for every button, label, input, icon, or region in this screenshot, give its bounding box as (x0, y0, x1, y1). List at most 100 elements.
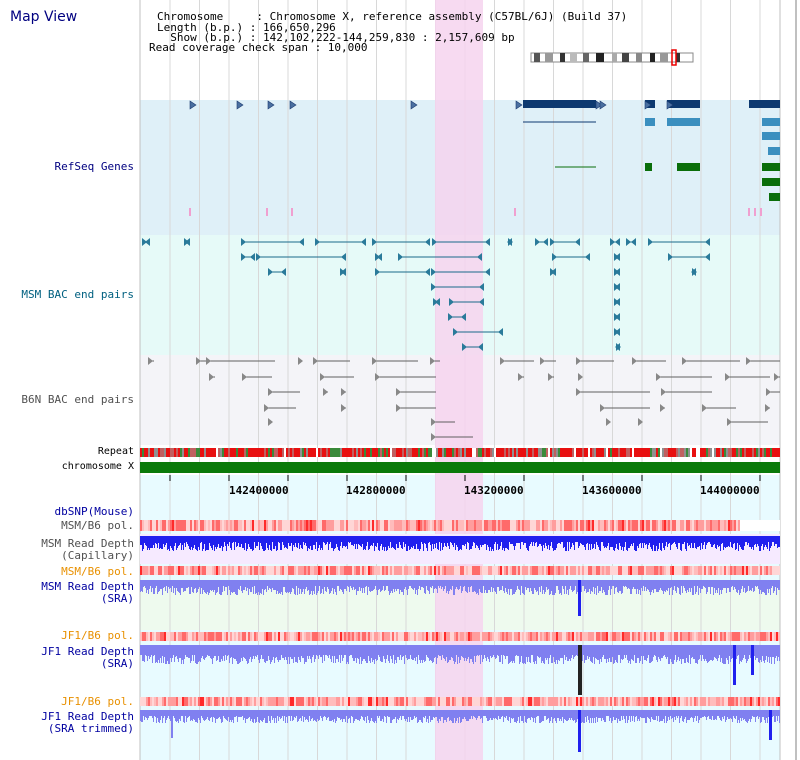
depth-bar (435, 710, 436, 717)
track-label-msm-b6-pol-1[interactable]: MSM/B6 pol. (61, 519, 134, 532)
depth-bar (726, 536, 727, 547)
pol-strip (636, 520, 638, 531)
track-label-b6n-bac[interactable]: B6N BAC end pairs (21, 393, 134, 406)
depth-bar (633, 580, 634, 587)
pol-strip (434, 520, 436, 531)
pol-strip (676, 697, 678, 706)
pol-strip (640, 697, 642, 706)
depth-bar (598, 710, 599, 718)
pol-strip (442, 632, 444, 641)
repeat-segment (280, 448, 282, 457)
depth-bar (762, 710, 763, 717)
depth-bar (767, 580, 768, 589)
bac-end (702, 404, 707, 412)
depth-bar (763, 710, 764, 717)
pol-strip (628, 566, 630, 575)
depth-bar (288, 536, 289, 543)
pol-strip (588, 566, 590, 575)
depth-bar (409, 710, 410, 722)
track-label-msm-depth-cap[interactable]: MSM Read Depth (41, 537, 134, 550)
depth-bar (353, 710, 354, 723)
pol-strip (202, 566, 204, 575)
track-label-refseq[interactable]: RefSeq Genes (54, 160, 134, 173)
pol-strip (282, 697, 284, 706)
depth-bar (370, 645, 371, 663)
repeat-segment (232, 448, 234, 457)
depth-bar (534, 536, 535, 546)
track-label-jf1-b6-pol-2[interactable]: JF1/B6 pol. (61, 695, 134, 708)
depth-bar (663, 580, 664, 594)
pol-strip (644, 632, 646, 641)
depth-bar (684, 536, 685, 542)
track-label-jf1-depth-sra[interactable]: JF1 Read Depth (41, 645, 134, 658)
depth-bar (657, 536, 658, 551)
depth-bar (387, 710, 388, 716)
depth-bar (576, 536, 577, 542)
pol-strip (592, 632, 594, 641)
gene-feature (645, 118, 655, 126)
pol-strip (250, 697, 252, 706)
depth-bar (757, 645, 758, 658)
depth-bar (171, 536, 172, 548)
depth-bar (182, 710, 183, 716)
pol-strip (660, 566, 662, 575)
depth-bar (365, 536, 366, 550)
repeat-segment (304, 448, 306, 457)
depth-bar (595, 580, 596, 588)
repeat-segment (452, 448, 454, 457)
depth-bar (560, 710, 561, 719)
depth-bar (614, 536, 615, 551)
track-label-msm-b6-pol-2[interactable]: MSM/B6 pol. (61, 565, 134, 578)
track-label-jf1-depth-trim[interactable]: JF1 Read Depth (41, 710, 134, 723)
pol-strip (312, 632, 314, 641)
depth-bar (733, 580, 734, 590)
depth-bar (321, 536, 322, 548)
depth-bar (379, 645, 380, 657)
depth-bar (481, 580, 482, 593)
depth-bar (517, 580, 518, 586)
depth-bar (243, 580, 244, 590)
pol-strip (386, 520, 388, 531)
pol-strip (230, 566, 232, 575)
repeat-segment (524, 448, 526, 457)
repeat-segment (644, 448, 646, 457)
depth-bar (167, 645, 168, 661)
depth-bar (504, 645, 505, 656)
repeat-segment (634, 448, 636, 457)
depth-bar (710, 710, 711, 719)
depth-bar (406, 710, 407, 719)
depth-bar (236, 580, 237, 595)
repeat-segment (274, 448, 276, 457)
depth-bar (398, 580, 399, 589)
bac-end (315, 238, 320, 246)
depth-bar (716, 710, 717, 720)
pol-strip (230, 632, 232, 641)
repeat-segment (590, 448, 592, 457)
pol-strip (458, 566, 460, 575)
depth-bar (533, 580, 534, 594)
pol-strip (672, 632, 674, 641)
track-label-msm-depth-sra[interactable]: MSM Read Depth (41, 580, 134, 593)
pol-strip (318, 697, 320, 706)
pol-strip (722, 520, 724, 531)
depth-bar (288, 645, 289, 657)
depth-bar (760, 710, 761, 723)
depth-bar (191, 580, 192, 587)
pol-strip (660, 520, 662, 531)
track-label-dbsnp[interactable]: dbSNP(Mouse) (54, 505, 134, 518)
depth-bar (695, 536, 696, 548)
depth-bar (178, 580, 179, 592)
depth-bar (451, 710, 452, 721)
depth-bar (673, 710, 674, 722)
depth-bar (394, 580, 395, 592)
track-label-jf1-b6-pol-1[interactable]: JF1/B6 pol. (61, 629, 134, 642)
depth-bar (327, 580, 328, 587)
pol-strip (408, 520, 410, 531)
pol-strip (192, 520, 194, 531)
depth-bar (247, 645, 248, 664)
depth-bar (565, 645, 566, 660)
track-label-msm-bac[interactable]: MSM BAC end pairs (21, 288, 134, 301)
depth-bar (478, 645, 479, 656)
depth-bar (426, 536, 427, 548)
